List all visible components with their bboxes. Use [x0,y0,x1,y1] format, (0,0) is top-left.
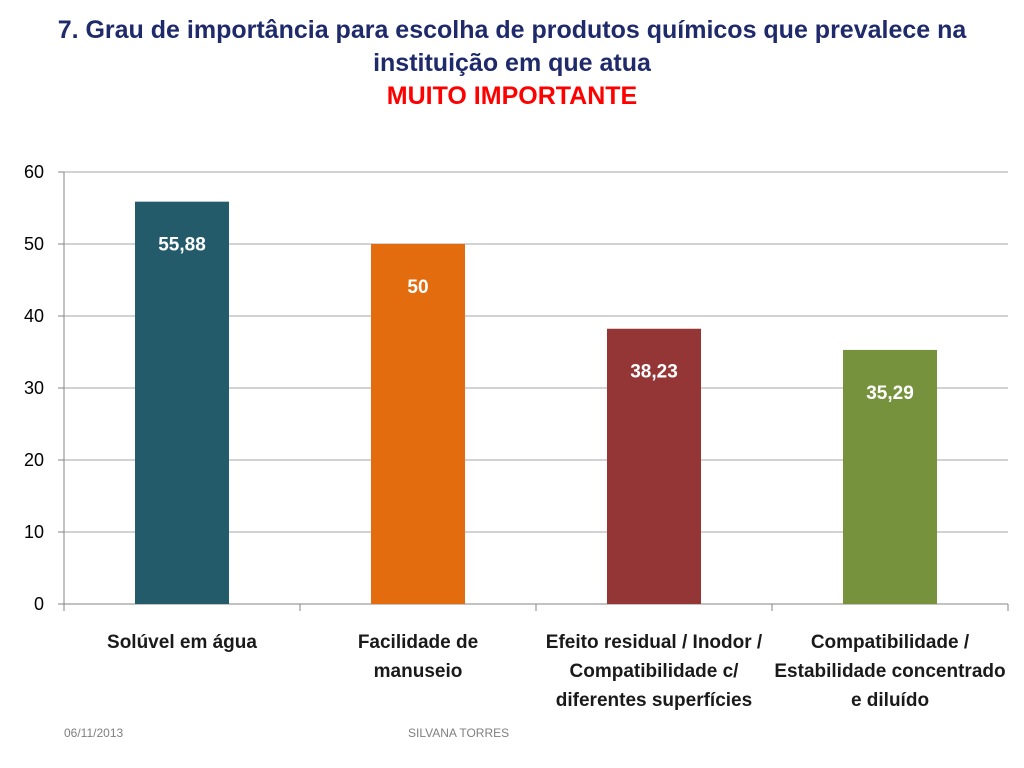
footer-author: SILVANA TORRES [408,726,510,740]
data-label: 38,23 [630,362,678,383]
x-category-label: Efeito residual / Inodor / Compatibilida… [545,632,763,711]
bar [135,201,229,604]
x-category-label: Solúvel em água [107,632,257,653]
bar [607,328,701,604]
footer-date: 06/11/2013 [64,726,124,740]
y-tick-label: 0 [34,594,44,614]
y-tick-label: 20 [24,450,44,470]
chart-title: 7. Grau de importância para escolha de p… [57,16,967,77]
data-label: 55,88 [158,235,206,256]
title-block: 7. Grau de importância para escolha de p… [0,14,1024,113]
data-label: 50 [407,277,428,298]
y-tick-label: 30 [24,378,44,398]
y-tick-label: 60 [24,162,44,182]
chart-subtitle: MUITO IMPORTANTE [386,82,638,110]
y-tick-label: 10 [24,522,44,542]
bar [371,244,465,604]
data-label: 35,29 [866,383,914,404]
y-tick-label: 50 [24,234,44,254]
bar [843,349,937,604]
x-category-label: Compatibilidade / Estabilidade concentra… [774,632,1006,711]
x-category-label: Facilidade de manuseio [357,632,479,682]
y-tick-label: 40 [24,306,44,326]
